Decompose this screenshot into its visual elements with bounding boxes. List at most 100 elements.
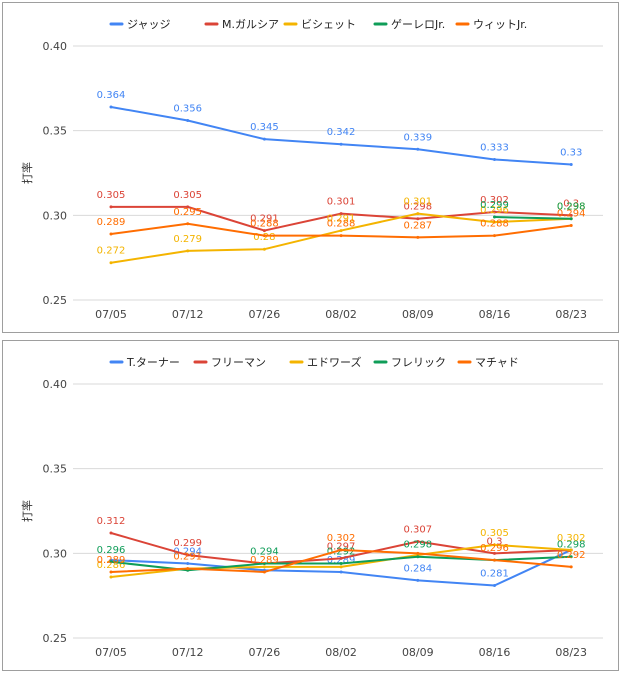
data-label: 0.298 (557, 202, 586, 213)
data-label: 0.294 (557, 208, 586, 219)
data-point (339, 570, 343, 574)
legend-label: T.ターナー (126, 356, 180, 369)
data-point (109, 232, 113, 236)
data-point (416, 235, 420, 239)
x-tick-label: 07/12 (172, 308, 204, 321)
data-point (416, 217, 420, 221)
data-point (339, 229, 343, 233)
data-point (416, 555, 420, 559)
data-point (339, 556, 343, 560)
data-point (416, 539, 420, 543)
legend-label: フレリック (391, 356, 446, 369)
data-label: 0.342 (327, 127, 356, 138)
data-point (493, 215, 496, 219)
y-tick-label: 0.40 (43, 378, 68, 391)
data-label: 0.364 (97, 90, 126, 101)
data-label: 0.301 (327, 197, 356, 208)
data-label: 0.296 (480, 543, 509, 554)
data-point (493, 157, 496, 161)
legend-item-3[interactable]: ビシェット (283, 18, 356, 31)
data-label: 0.302 (480, 195, 509, 206)
data-label: 0.288 (327, 219, 356, 230)
legend-item-2[interactable]: フリーマン (193, 356, 266, 369)
data-label: 0.333 (480, 142, 509, 153)
y-tick-label: 0.25 (43, 632, 68, 645)
legend-item-4[interactable]: ゲーレロJr. (373, 18, 445, 31)
legend-item-1[interactable]: T.ターナー (109, 356, 180, 369)
data-point (339, 548, 343, 552)
legend-item-4[interactable]: フレリック (373, 356, 446, 369)
data-label: 0.272 (97, 246, 126, 257)
data-point (569, 217, 573, 221)
data-point (569, 548, 573, 552)
y-tick-label: 0.35 (43, 463, 68, 476)
data-label: 0.297 (327, 541, 356, 552)
data-point (493, 543, 496, 547)
data-label: 0.284 (403, 563, 432, 574)
data-point (339, 565, 343, 569)
data-point (416, 551, 420, 555)
data-label: 0.33 (560, 148, 582, 159)
data-label: 0.279 (173, 234, 202, 245)
data-label: 0.302 (327, 533, 356, 544)
data-label: 0.291 (327, 214, 356, 225)
data-point (262, 137, 266, 141)
data-label: 0.298 (557, 202, 586, 213)
data-label: 0.298 (403, 202, 432, 213)
data-label: 0.305 (97, 190, 126, 201)
data-label: 0.305 (173, 190, 202, 201)
legend-item-2[interactable]: M.ガルシア (204, 18, 279, 31)
x-tick-label: 07/26 (249, 308, 281, 321)
data-label: 0.298 (403, 540, 432, 551)
data-label: 0.288 (250, 219, 279, 230)
data-label: 0.292 (327, 546, 356, 557)
data-point (186, 567, 190, 571)
data-point (262, 570, 266, 574)
legend-label: ゲーレロJr. (391, 18, 445, 31)
data-point (262, 561, 266, 565)
data-label: 0.294 (173, 546, 202, 557)
batting-average-chart-top: ジャッジ M.ガルシア ビシェット ゲーレロJr. ウィットJr. 0.25 0.30 0.3… (20, 18, 603, 321)
legend-item-1[interactable]: ジャッジ (109, 18, 170, 31)
data-label: 0.296 (97, 545, 126, 556)
legend-item-5[interactable]: マチャド (457, 356, 519, 369)
chart-panel-top: ジャッジ M.ガルシア ビシェット ゲーレロJr. ウィットJr. 0.25 0.30 0.3… (2, 2, 619, 333)
x-tick-label: 08/02 (325, 646, 357, 659)
x-tick-label: 08/09 (402, 646, 434, 659)
data-label: 0.339 (403, 132, 432, 143)
y-tick-label: 0.40 (43, 40, 68, 53)
x-tick-label: 08/09 (402, 308, 434, 321)
data-point (109, 570, 113, 574)
data-label: 0.295 (173, 207, 202, 218)
data-label: 0.291 (173, 552, 202, 563)
y-tick-label: 0.25 (43, 294, 68, 307)
data-label: 0.299 (480, 200, 509, 211)
legend-item-5[interactable]: ウィットJr. (455, 18, 527, 31)
data-label: 0.296 (480, 205, 509, 216)
y-axis-label: 打率 (20, 500, 34, 522)
x-tick-label: 07/26 (249, 646, 281, 659)
data-point (186, 561, 190, 565)
data-point (339, 561, 343, 565)
data-point (186, 205, 190, 209)
legend-label: ウィットJr. (473, 18, 527, 31)
data-label: 0.305 (480, 528, 509, 539)
series-line-4 (494, 216, 572, 220)
data-label: 0.289 (327, 555, 356, 566)
legend-item-3[interactable]: エドワーズ (289, 355, 361, 369)
data-point (186, 249, 190, 253)
data-label: 0.292 (557, 550, 586, 561)
data-point (569, 223, 573, 227)
data-label: 0.312 (97, 516, 126, 527)
data-label: 0.3 (487, 536, 503, 547)
data-point (569, 163, 573, 167)
batting-average-chart-bottom: T.ターナー フリーマン エドワーズ フレリック マチャド 0.25 0.30 0.35 0.4… (20, 355, 603, 659)
x-tick-label: 08/23 (555, 308, 587, 321)
data-point (493, 558, 496, 562)
data-label: 0.289 (250, 555, 279, 566)
y-tick-label: 0.30 (43, 209, 68, 222)
data-label: 0.3 (563, 198, 579, 209)
legend-label: フリーマン (211, 356, 266, 369)
data-point (262, 247, 266, 251)
data-label: 0.301 (403, 197, 432, 208)
